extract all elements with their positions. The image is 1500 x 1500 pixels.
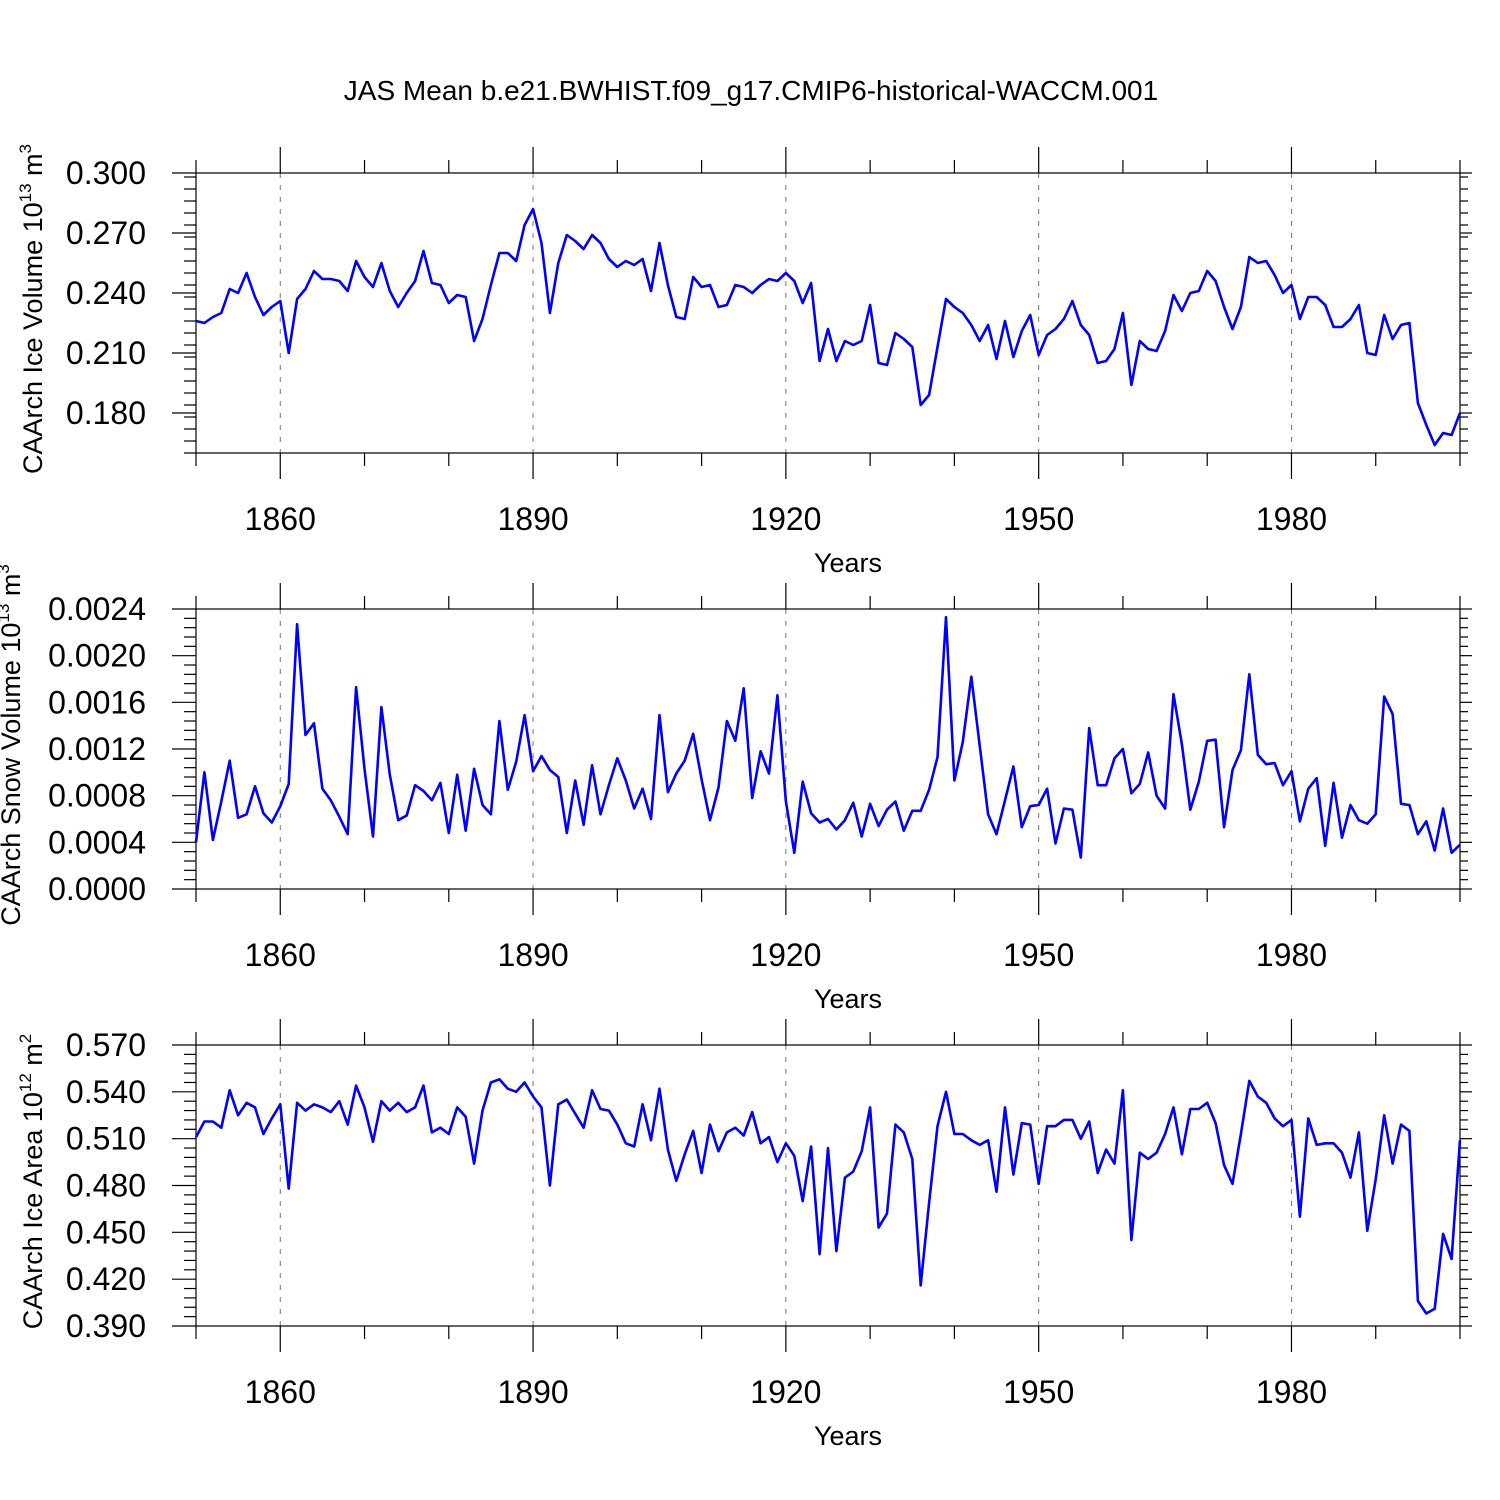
- y-tick-label: 0.240: [66, 275, 146, 311]
- x-tick-label: 1860: [245, 937, 316, 973]
- series-line: [195, 207, 1462, 447]
- y-tick-label: 0.0016: [48, 684, 146, 720]
- x-tick-label: 1980: [1256, 501, 1327, 537]
- panel-3: 0.390 0.420 0.450 0.480 0.510 0.540 0.570 1860 1…: [16, 1019, 1472, 1451]
- y-tick-label: 0.0024: [48, 591, 146, 627]
- y-tick-label: 0.0020: [48, 638, 146, 674]
- x-axis-label: Years: [814, 548, 882, 578]
- y-label-exponent: 13: [0, 604, 13, 623]
- y-tick-label: 0.210: [66, 335, 146, 371]
- x-tick-label: 1890: [497, 1374, 568, 1410]
- x-tick-label: 1890: [497, 937, 568, 973]
- y-tick-label: 0.540: [66, 1074, 146, 1110]
- y-label-exponent: 13: [16, 183, 35, 202]
- y-tick-label: 0.480: [66, 1168, 146, 1204]
- y-label-text: CAArch Ice Volume 10: [18, 202, 48, 474]
- y-tick-label: 0.300: [66, 155, 146, 191]
- y-label-text: CAArch Ice Area 10: [18, 1092, 48, 1329]
- x-tick-label: 1860: [245, 1374, 316, 1410]
- y-axis-label: CAArch Ice Area 1012 m2: [16, 1034, 48, 1330]
- y-tick-label: 0.570: [66, 1027, 146, 1063]
- series-line: [194, 1078, 1462, 1315]
- y-label-unit-exponent: 2: [16, 1034, 35, 1043]
- x-tick-label: 1950: [1003, 937, 1074, 973]
- y-label-unit: m: [18, 153, 48, 183]
- x-axis-label: Years: [814, 984, 882, 1014]
- y-tick-label: 0.0012: [48, 731, 146, 767]
- x-tick-label: 1980: [1256, 1374, 1327, 1410]
- x-tick-label: 1980: [1256, 937, 1327, 973]
- panel-2: 0.0000 0.0004 0.0008 0.0012 0.0016 0.0020 0.00…: [0, 564, 1472, 1014]
- y-axis-label: CAArch Ice Volume 1013 m3: [16, 144, 48, 474]
- y-label-unit-exponent: 3: [16, 144, 35, 153]
- y-label-text: CAArch Snow Volume 10: [0, 623, 26, 926]
- x-tick-label: 1950: [1003, 501, 1074, 537]
- plot-frame: [195, 172, 1461, 454]
- x-tick-label: 1920: [750, 501, 821, 537]
- y-tick-label: 0.390: [66, 1308, 146, 1344]
- panel-1: 0.180 0.210 0.240 0.270 0.300 1860 1890 1920 195…: [16, 144, 1472, 578]
- y-tick-label: 0.510: [66, 1121, 146, 1157]
- y-tick-label: 0.450: [66, 1214, 146, 1250]
- x-tick-label: 1860: [245, 501, 316, 537]
- y-tick-label: 0.0004: [48, 824, 146, 860]
- y-tick-label: 0.0000: [48, 871, 146, 907]
- y-axis-label: CAArch Snow Volume 1013 m3: [0, 564, 26, 926]
- y-label-unit-exponent: 3: [0, 564, 13, 573]
- x-tick-label: 1890: [497, 501, 568, 537]
- x-tick-label: 1950: [1003, 1374, 1074, 1410]
- y-tick-label: 0.0008: [48, 778, 146, 814]
- x-axis-label: Years: [814, 1421, 882, 1451]
- y-label-unit: m: [18, 1043, 48, 1073]
- y-tick-label: 0.420: [66, 1261, 146, 1297]
- chart-title: JAS Mean b.e21.BWHIST.f09_g17.CMIP6-hist…: [344, 75, 1158, 106]
- plot-frame: [195, 1044, 1461, 1327]
- y-label-exponent: 12: [16, 1073, 35, 1092]
- x-tick-label: 1920: [750, 937, 821, 973]
- y-tick-label: 0.180: [66, 395, 146, 431]
- x-tick-label: 1920: [750, 1374, 821, 1410]
- y-label-unit: m: [0, 574, 26, 604]
- series-line: [194, 615, 1461, 859]
- y-tick-label: 0.270: [66, 215, 146, 251]
